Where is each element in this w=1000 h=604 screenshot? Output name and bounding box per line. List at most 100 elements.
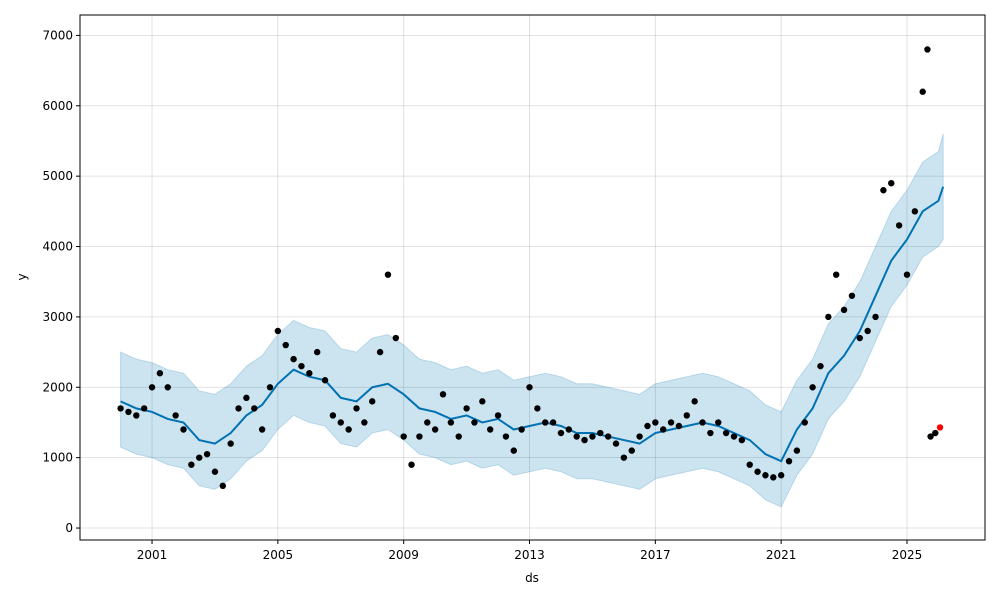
- data-point: [730, 433, 738, 440]
- data-point: [361, 419, 368, 426]
- data-point: [408, 461, 415, 468]
- data-point: [880, 187, 887, 194]
- data-point: [801, 419, 808, 426]
- data-point: [833, 271, 840, 278]
- data-point: [683, 412, 690, 419]
- data-point: [431, 426, 439, 433]
- data-point: [667, 419, 675, 426]
- data-point: [148, 384, 156, 391]
- data-point: [825, 313, 832, 321]
- data-point: [251, 405, 258, 412]
- data-point: [376, 348, 384, 356]
- y-axis-label: y: [15, 273, 29, 280]
- data-point: [258, 426, 266, 433]
- data-point: [856, 334, 864, 342]
- data-point: [903, 271, 911, 278]
- data-point: [644, 422, 651, 430]
- x-axis-label: ds: [525, 571, 539, 585]
- data-point: [785, 457, 793, 465]
- data-point: [840, 306, 848, 314]
- x-tick-label: 2009: [388, 548, 419, 562]
- data-point: [502, 433, 510, 440]
- data-point: [140, 405, 148, 412]
- data-point: [762, 472, 769, 479]
- data-point: [266, 384, 274, 391]
- data-point: [549, 419, 557, 426]
- data-point: [691, 398, 698, 405]
- data-point: [313, 348, 321, 356]
- data-point: [919, 88, 926, 95]
- uncertainty-band: [120, 133, 944, 508]
- data-point: [384, 271, 392, 278]
- data-point: [636, 433, 643, 440]
- data-point: [848, 292, 856, 299]
- y-tick-label: 2000: [42, 380, 73, 394]
- data-point: [290, 355, 297, 363]
- data-point: [770, 474, 777, 481]
- data-point: [927, 433, 934, 440]
- data-point: [777, 472, 785, 479]
- y-tick-label: 0: [65, 521, 73, 535]
- data-point: [329, 412, 337, 419]
- data-point: [227, 440, 234, 447]
- data-point: [557, 429, 565, 437]
- data-point: [188, 461, 195, 468]
- data-point: [463, 405, 470, 412]
- data-point: [924, 46, 931, 53]
- data-point: [589, 433, 596, 440]
- data-point: [306, 370, 313, 377]
- x-tick-label: 2017: [640, 548, 671, 562]
- data-point: [738, 436, 746, 444]
- x-tick-label: 2013: [514, 548, 545, 562]
- data-point: [597, 429, 604, 437]
- data-point: [298, 362, 305, 370]
- data-point: [172, 412, 179, 419]
- data-point: [447, 419, 455, 426]
- data-point: [581, 436, 588, 444]
- data-point: [510, 447, 517, 454]
- data-point: [486, 426, 494, 433]
- data-point: [416, 433, 423, 440]
- x-tick-label: 2021: [766, 548, 797, 562]
- data-point: [518, 426, 525, 433]
- y-tick-label: 7000: [42, 28, 73, 42]
- y-tick-label: 6000: [42, 99, 73, 113]
- data-point: [211, 468, 219, 475]
- data-point: [895, 222, 903, 229]
- data-point: [604, 433, 612, 440]
- data-point: [620, 454, 628, 461]
- data-point: [392, 334, 400, 342]
- data-point: [235, 405, 242, 412]
- data-point: [369, 398, 376, 405]
- y-tick-label: 1000: [42, 451, 73, 465]
- data-point: [494, 412, 502, 419]
- data-point: [455, 433, 462, 440]
- data-point: [219, 482, 227, 490]
- data-point: [932, 429, 939, 437]
- data-point: [722, 429, 730, 437]
- data-point: [911, 208, 919, 215]
- data-point: [746, 461, 753, 468]
- data-point: [164, 384, 171, 391]
- data-point: [180, 426, 187, 433]
- data-point: [809, 384, 816, 391]
- data-point: [660, 426, 667, 433]
- data-point: [526, 384, 533, 391]
- data-point: [707, 429, 714, 437]
- data-point: [321, 377, 329, 384]
- data-point: [573, 433, 580, 440]
- data-point: [337, 419, 344, 426]
- data-point: [864, 327, 871, 335]
- data-point: [400, 433, 407, 440]
- data-point: [534, 405, 541, 412]
- forecast-line: [120, 186, 945, 463]
- x-tick-label: 2025: [892, 548, 923, 562]
- data-point: [133, 412, 140, 419]
- data-point: [565, 426, 573, 433]
- x-tick-label: 2005: [263, 548, 294, 562]
- data-point: [936, 424, 944, 431]
- data-point: [817, 362, 824, 370]
- data-point: [156, 370, 164, 377]
- y-tick-label: 5000: [42, 169, 73, 183]
